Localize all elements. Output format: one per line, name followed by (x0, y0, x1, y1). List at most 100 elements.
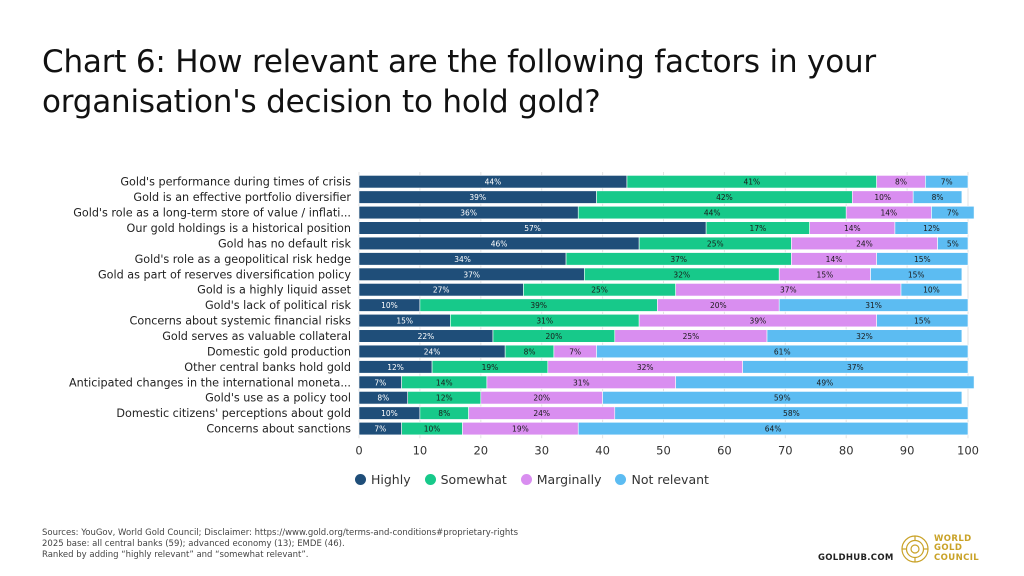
data-label: 58% (783, 409, 800, 418)
data-label: 14% (436, 378, 453, 387)
data-label: 14% (826, 255, 843, 264)
legend-swatch-marginally (520, 474, 532, 485)
data-label: 8% (377, 394, 389, 403)
footnotes: Sources: YouGov, World Gold Council; Dis… (42, 528, 518, 561)
data-label: 10% (424, 425, 441, 434)
category-label: Gold as part of reserves diversification… (98, 268, 351, 281)
data-label: 25% (683, 332, 700, 341)
stacked-bar-chart: 0 10 20 30 40 50 60 70 80 90 100 Gold's performance… (69, 172, 979, 457)
bar-segment (766, 329, 963, 343)
data-label: 61% (774, 347, 791, 356)
data-label: 27% (433, 286, 450, 295)
footnote-sources: Sources: YouGov, World Gold Council; Dis… (42, 528, 519, 538)
data-label: 10% (381, 301, 398, 310)
data-label: 39% (750, 317, 767, 326)
data-label: 32% (856, 332, 873, 341)
data-label: 39% (530, 301, 547, 310)
data-label: 7% (941, 178, 953, 187)
data-label: 5% (947, 239, 959, 248)
goldhub-link[interactable]: GOLDHUB.COM (818, 553, 894, 563)
category-label: Concerns about sanctions (206, 423, 351, 436)
data-label: 44% (485, 178, 502, 187)
x-tick-label: 60 (717, 443, 732, 457)
gold-council-logo-icon (901, 535, 929, 563)
logo-wordmark: WORLD GOLD COUNCIL (934, 533, 979, 564)
data-label: 15% (396, 317, 413, 326)
data-label: 24% (533, 409, 550, 418)
data-label: 10% (923, 286, 940, 295)
data-label: 41% (743, 178, 760, 187)
data-label: 8% (895, 178, 907, 187)
bar-segment (742, 360, 969, 374)
data-label: 34% (454, 255, 471, 264)
bar-segment (870, 267, 963, 281)
data-label: 64% (765, 425, 782, 434)
data-label: 59% (774, 394, 791, 403)
category-label: Concerns about systemic financial risks (130, 315, 352, 328)
bar-segment (596, 344, 969, 359)
world-gold-council-logo: WORLD GOLD COUNCIL (900, 534, 979, 564)
data-label: 8% (524, 347, 536, 356)
chart-title: Chart 6: How relevant are the following … (42, 44, 876, 120)
legend-label-not-relevant: Not relevant (631, 472, 709, 487)
category-label: Gold is an effective portfolio diversifi… (133, 191, 351, 204)
logo-line-1: WORLD (934, 533, 972, 544)
data-label: 7% (374, 378, 386, 387)
category-label: Gold serves as valuable collateral (162, 330, 351, 343)
category-label: Anticipated changes in the international… (69, 376, 351, 389)
legend-swatch-somewhat (424, 474, 436, 485)
bar-segment (937, 236, 969, 251)
data-label: 7% (569, 347, 581, 356)
data-label: 25% (591, 286, 608, 295)
data-label: 20% (546, 332, 563, 341)
bar-segment (602, 391, 963, 405)
x-tick-label: 30 (534, 443, 549, 457)
data-label: 24% (856, 239, 873, 248)
data-label: 10% (874, 193, 891, 202)
category-label: Domestic citizens' perceptions about gol… (116, 407, 351, 420)
x-tick-label: 70 (778, 443, 793, 457)
bar-segment (894, 221, 969, 235)
data-label: 12% (436, 394, 453, 403)
data-label: 12% (387, 363, 404, 372)
data-label: 31% (536, 317, 553, 326)
data-label: 31% (573, 378, 590, 387)
x-tick-label: 50 (656, 443, 671, 457)
bar-segment (931, 205, 975, 220)
data-label: 15% (817, 270, 834, 279)
data-label: 15% (908, 270, 925, 279)
data-label: 37% (780, 286, 797, 295)
data-label: 37% (463, 270, 480, 279)
data-label: 37% (847, 363, 864, 372)
category-label: Gold's use as a policy tool (205, 392, 351, 405)
data-label: 19% (512, 425, 529, 434)
x-tick-label: 20 (473, 443, 488, 457)
data-label: 14% (880, 209, 897, 218)
data-label: 57% (524, 224, 541, 233)
category-label: Gold's performance during times of crisi… (120, 176, 351, 189)
data-label: 44% (704, 209, 721, 218)
data-label: 19% (482, 363, 499, 372)
bar-segment (577, 421, 969, 436)
bar-segment (614, 406, 969, 420)
bar-segment (876, 252, 969, 266)
data-label: 8% (932, 193, 944, 202)
data-label: 20% (710, 301, 727, 310)
legend-label-somewhat: Somewhat (440, 472, 507, 487)
category-label: Domestic gold production (207, 345, 351, 358)
legend-label-highly: Highly (371, 472, 411, 487)
x-tick-label: 0 (355, 443, 362, 457)
data-label: 39% (469, 193, 486, 202)
bar-segment (912, 190, 963, 204)
legend-swatch-highly (355, 474, 366, 485)
chart-legend: Highly Somewhat Marginally Not relevant (355, 472, 709, 487)
x-tick-label: 80 (839, 443, 854, 457)
data-label: 20% (533, 394, 550, 403)
category-label: Our gold holdings is a historical positi… (127, 222, 351, 235)
data-label: 37% (670, 255, 687, 264)
data-label: 25% (707, 239, 724, 248)
x-tick-label: 10 (413, 443, 428, 457)
legend-swatch-not-relevant (615, 474, 627, 485)
category-label: Gold's role as a geopolitical risk hedge (135, 253, 351, 266)
data-label: 42% (716, 193, 733, 202)
